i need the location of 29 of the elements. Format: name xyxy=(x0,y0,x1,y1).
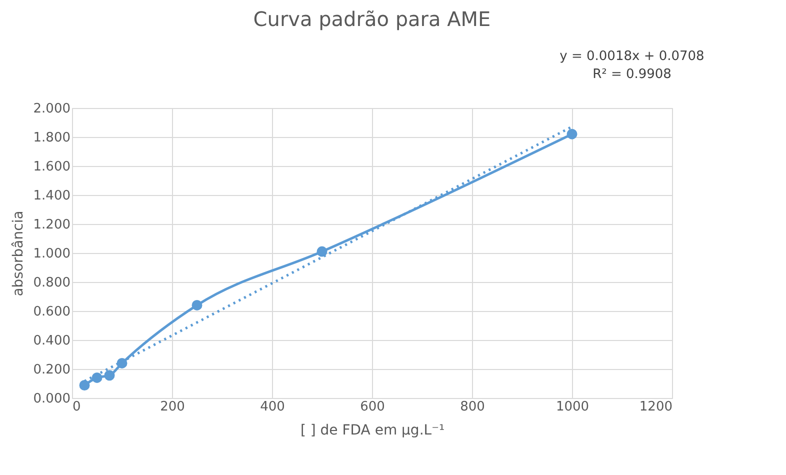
x-tick-label: 800 xyxy=(460,400,485,414)
y-tick-label: 0.400 xyxy=(33,334,70,348)
point xyxy=(192,300,202,310)
x-axis-title: [ ] de FDA em µg.L⁻¹ xyxy=(300,422,445,438)
x-tick-label: 200 xyxy=(160,400,185,414)
x-tick-label: 1200 xyxy=(639,400,672,414)
y-tick-label: 1.000 xyxy=(33,246,70,262)
y-tick-label: 1.400 xyxy=(33,188,70,204)
point xyxy=(79,380,90,390)
point xyxy=(104,370,115,381)
x-tick-label: 400 xyxy=(260,400,285,414)
chart-title: Curva padrão para AME xyxy=(253,7,491,31)
point xyxy=(316,246,328,257)
text: y = 0.0018x + 0.0708 xyxy=(560,49,704,64)
y-tick-label: 1.800 xyxy=(33,130,70,146)
y-tick-label: 0.200 xyxy=(33,362,70,378)
x-tick-label: 1000 xyxy=(556,400,590,414)
y-tick-label: 1.200 xyxy=(33,218,70,232)
y-tick-label: 0.600 xyxy=(33,304,70,320)
point xyxy=(566,128,578,140)
x-tick-label: 0 xyxy=(72,400,81,414)
y-axis-title: absorbância xyxy=(10,210,26,296)
y-tick-label: 1.600 xyxy=(33,160,70,174)
y-tick-label: 0.800 xyxy=(33,276,70,290)
y-tick-label: 2.000 xyxy=(33,102,70,116)
y-tick-label: 0.000 xyxy=(33,392,70,406)
point xyxy=(92,372,102,383)
text: R² = 0.9908 xyxy=(592,67,672,82)
x-tick-label: 600 xyxy=(360,400,385,414)
